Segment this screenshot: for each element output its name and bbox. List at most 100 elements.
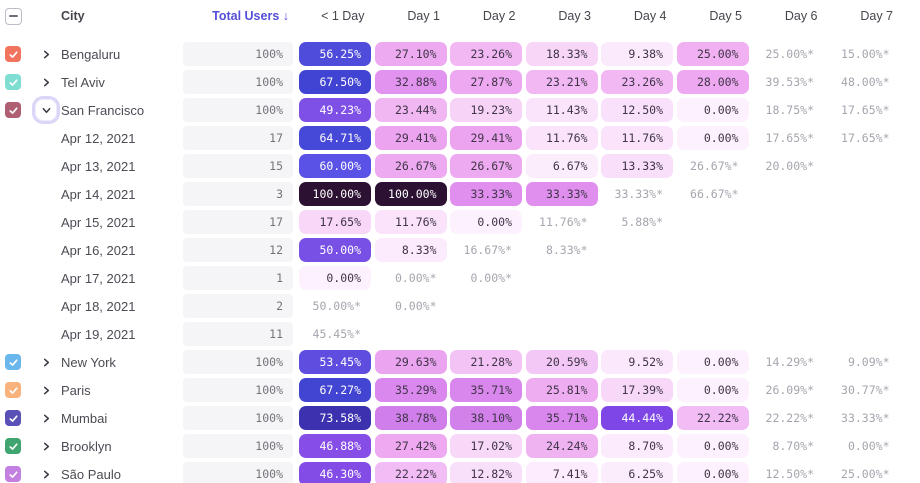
retention-cell[interactable]: 17.39%	[601, 378, 673, 402]
retention-cell[interactable]: 35.71%	[450, 378, 522, 402]
retention-cell[interactable]: 100.00%	[299, 182, 371, 206]
retention-cell[interactable]: 0.00%	[676, 126, 749, 150]
table-row[interactable]: Paris 100% 67.27% 35.29% 35.71% 25.81% 17.39…	[0, 376, 920, 404]
expand-chevron-icon[interactable]	[36, 380, 56, 400]
retention-cell[interactable]: 8.33%*	[545, 243, 588, 257]
table-row[interactable]: New York 100% 53.45% 29.63% 21.28% 20.59% 9.…	[0, 348, 920, 376]
retention-cell[interactable]: 0.00%*	[470, 271, 512, 285]
table-row[interactable]: Apr 12, 2021 17 64.71% 29.41% 29.41% 11.76%…	[0, 124, 920, 152]
retention-cell[interactable]: 17.65%*	[841, 131, 890, 145]
retention-cell[interactable]: 12.50%	[601, 98, 673, 122]
retention-cell[interactable]: 22.22%	[374, 462, 447, 483]
retention-cell[interactable]: 33.33%	[525, 182, 598, 206]
retention-cell[interactable]: 21.28%	[450, 350, 522, 374]
column-header-total-users[interactable]: Total Users ↓	[212, 9, 289, 23]
retention-cell[interactable]: 30.77%*	[841, 383, 890, 397]
retention-cell[interactable]: 29.41%	[450, 126, 522, 150]
retention-cell[interactable]: 67.50%	[299, 70, 371, 94]
row-checkbox[interactable]	[5, 74, 21, 90]
retention-cell[interactable]: 27.42%	[374, 434, 447, 458]
table-row[interactable]: São Paulo 100% 46.30% 22.22% 12.82% 7.41% 6.…	[0, 460, 920, 483]
retention-cell[interactable]: 0.00%	[450, 210, 522, 234]
retention-cell[interactable]: 45.45%*	[312, 327, 361, 341]
retention-cell[interactable]: 25.00%	[676, 42, 749, 66]
retention-cell[interactable]: 60.00%	[299, 154, 371, 178]
row-checkbox[interactable]	[5, 410, 21, 426]
retention-cell[interactable]: 9.38%	[601, 42, 673, 66]
retention-cell[interactable]: 46.88%	[299, 434, 371, 458]
row-checkbox[interactable]	[5, 466, 21, 482]
retention-cell[interactable]: 0.00%	[676, 350, 749, 374]
retention-cell[interactable]: 11.76%	[601, 126, 673, 150]
table-row[interactable]: Apr 16, 2021 12 50.00% 8.33% 16.67%* 8.33%*	[0, 236, 920, 264]
expand-chevron-icon[interactable]	[36, 44, 56, 64]
retention-cell[interactable]: 23.21%	[525, 70, 598, 94]
table-row[interactable]: Apr 19, 2021 11 45.45%*	[0, 320, 920, 348]
retention-cell[interactable]: 49.23%	[299, 98, 371, 122]
expand-chevron-icon[interactable]	[36, 352, 56, 372]
retention-cell[interactable]: 0.00%	[676, 378, 749, 402]
table-row[interactable]: Apr 17, 2021 1 0.00% 0.00%* 0.00%*	[0, 264, 920, 292]
retention-cell[interactable]: 50.00%*	[312, 299, 361, 313]
retention-cell[interactable]: 20.59%	[525, 350, 598, 374]
retention-cell[interactable]: 6.67%	[525, 154, 598, 178]
retention-cell[interactable]: 0.00%*	[394, 299, 437, 313]
retention-cell[interactable]: 11.76%*	[539, 215, 588, 229]
retention-cell[interactable]: 17.65%	[299, 210, 371, 234]
retention-cell[interactable]: 29.41%	[374, 126, 447, 150]
retention-cell[interactable]: 23.44%	[374, 98, 447, 122]
retention-cell[interactable]: 33.33%	[450, 182, 522, 206]
retention-cell[interactable]: 28.00%	[676, 70, 749, 94]
retention-cell[interactable]: 5.88%*	[621, 215, 663, 229]
retention-cell[interactable]: 17.65%*	[765, 131, 814, 145]
retention-cell[interactable]: 35.29%	[374, 378, 447, 402]
retention-cell[interactable]: 0.00%*	[394, 271, 437, 285]
retention-cell[interactable]: 27.87%	[450, 70, 522, 94]
retention-cell[interactable]: 19.23%	[450, 98, 522, 122]
retention-cell[interactable]: 13.33%	[601, 154, 673, 178]
select-all-checkbox[interactable]	[5, 7, 22, 25]
row-checkbox[interactable]	[5, 102, 21, 118]
retention-cell[interactable]: 23.26%	[601, 70, 673, 94]
retention-cell[interactable]: 50.00%	[299, 238, 371, 262]
expand-chevron-icon[interactable]	[36, 464, 56, 483]
retention-cell[interactable]: 9.52%	[601, 350, 673, 374]
table-row[interactable]: Apr 15, 2021 17 17.65% 11.76% 0.00% 11.76%*…	[0, 208, 920, 236]
expand-chevron-icon[interactable]	[36, 100, 56, 120]
retention-cell[interactable]: 33.33%*	[614, 187, 663, 201]
retention-cell[interactable]: 38.78%	[374, 406, 447, 430]
retention-cell[interactable]: 73.58%	[299, 406, 371, 430]
retention-cell[interactable]: 11.43%	[525, 98, 598, 122]
retention-cell[interactable]: 100.00%	[374, 182, 447, 206]
retention-cell[interactable]: 17.02%	[450, 434, 522, 458]
row-checkbox[interactable]	[5, 438, 21, 454]
retention-cell[interactable]: 9.09%*	[847, 355, 890, 369]
retention-cell[interactable]: 17.65%*	[841, 103, 890, 117]
retention-cell[interactable]: 0.00%	[299, 266, 371, 290]
retention-cell[interactable]: 44.44%	[601, 406, 673, 430]
retention-cell[interactable]: 22.22%*	[765, 411, 814, 425]
retention-cell[interactable]: 26.67%	[450, 154, 522, 178]
retention-cell[interactable]: 0.00%	[676, 462, 749, 483]
retention-cell[interactable]: 53.45%	[299, 350, 371, 374]
retention-cell[interactable]: 12.82%	[450, 462, 522, 483]
retention-cell[interactable]: 8.33%	[374, 238, 447, 262]
retention-cell[interactable]: 26.67%	[374, 154, 447, 178]
retention-cell[interactable]: 18.75%*	[765, 103, 814, 117]
retention-cell[interactable]: 32.88%	[374, 70, 447, 94]
retention-cell[interactable]: 29.63%	[374, 350, 447, 374]
retention-cell[interactable]: 0.00%	[676, 434, 749, 458]
retention-cell[interactable]: 14.29%*	[765, 355, 814, 369]
retention-cell[interactable]: 39.53%*	[765, 75, 814, 89]
row-checkbox[interactable]	[5, 354, 21, 370]
retention-cell[interactable]: 35.71%	[525, 406, 598, 430]
retention-cell[interactable]: 67.27%	[299, 378, 371, 402]
retention-cell[interactable]: 25.81%	[525, 378, 598, 402]
retention-cell[interactable]: 23.26%	[450, 42, 522, 66]
retention-cell[interactable]: 56.25%	[299, 42, 371, 66]
retention-cell[interactable]: 12.50%*	[765, 467, 814, 481]
row-checkbox[interactable]	[5, 382, 21, 398]
retention-cell[interactable]: 8.70%	[601, 434, 673, 458]
retention-cell[interactable]: 15.00%*	[841, 47, 890, 61]
retention-cell[interactable]: 26.09%*	[765, 383, 814, 397]
